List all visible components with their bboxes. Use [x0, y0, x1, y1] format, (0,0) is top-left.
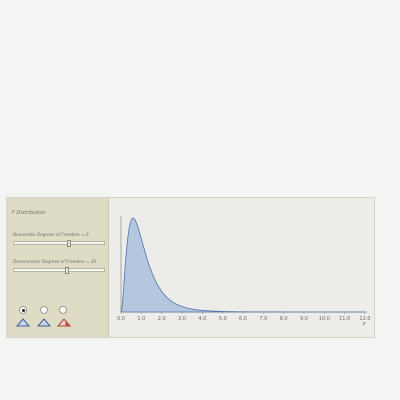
x-axis-label: F [363, 322, 366, 328]
x-tick-label: 11.0 [339, 316, 350, 322]
x-tick-label: 12.0 [359, 316, 370, 322]
denominator-df-slider-thumb[interactable] [65, 267, 69, 274]
radio-option-3[interactable] [59, 306, 67, 314]
f-distribution-chart: 0.0 1.0 2.0 3.0 4.0 5.0 6.0 7.0 8.0 9.0 10.0 11.0 12… [111, 198, 374, 337]
x-tick-label: 0.0 [117, 316, 125, 322]
x-tick-label: 9.0 [300, 316, 308, 322]
control-panel: F Distribution Numerator Degrees of Free… [7, 198, 109, 337]
x-tick-label: 4.0 [198, 316, 206, 322]
x-tick-label: 5.0 [219, 316, 227, 322]
x-tick-label: 6.0 [239, 316, 247, 322]
x-tick-label: 10.0 [319, 316, 330, 322]
numerator-df-slider-thumb[interactable] [67, 240, 71, 247]
numerator-df-label: Numerator Degrees of Freedom = 6 [13, 232, 89, 237]
x-tick-label: 3.0 [178, 316, 186, 322]
density-curve-area [120, 217, 365, 313]
x-tick-label: 7.0 [259, 316, 267, 322]
radio-option-2[interactable] [40, 306, 48, 314]
red-shaded-curve-icon [57, 318, 71, 327]
denominator-df-label: Denominator Degrees of Freedom = 16 [13, 259, 97, 264]
panel-title: F Distribution [12, 210, 46, 216]
denominator-df-slider[interactable] [13, 267, 105, 274]
blue-curve-icon [37, 318, 51, 327]
chart-svg: 0.0 1.0 2.0 3.0 4.0 5.0 6.0 7.0 8.0 9.0 10.0 11.0 12… [117, 216, 371, 328]
numerator-df-slider[interactable] [13, 240, 105, 247]
x-tick-label: 1.0 [137, 316, 145, 322]
x-tick-label: 2.0 [158, 316, 166, 322]
blue-curve-icon [16, 318, 30, 327]
f-distribution-applet: F Distribution Numerator Degrees of Free… [6, 197, 375, 338]
x-tick-label: 8.0 [280, 316, 288, 322]
radio-density-option[interactable] [19, 306, 27, 314]
